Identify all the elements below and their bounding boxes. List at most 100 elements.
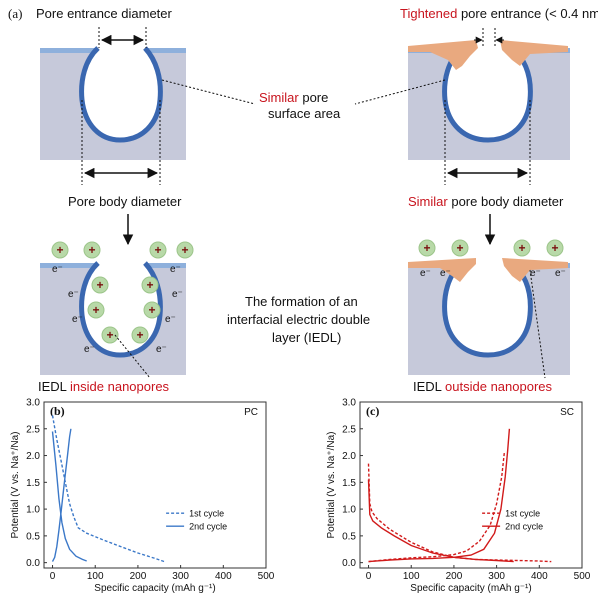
ions-outside: + + + + e⁻ e⁻ e⁻ e⁻: [418, 239, 566, 279]
sample-tag: PC: [244, 407, 258, 418]
x-tick-label: 500: [574, 571, 591, 582]
cation-icon: +: [141, 276, 159, 294]
cation-symbol: +: [96, 278, 103, 292]
similar-body-rest: pore body diameter: [448, 194, 564, 209]
cation-symbol: +: [456, 241, 463, 255]
pore-bottom-right: [408, 258, 570, 375]
cation-icon: +: [149, 241, 167, 259]
pore-entrance-title: Pore entrance diameter: [36, 6, 173, 21]
panel-label: (b): [50, 404, 65, 418]
tightened-title: Tightened pore entrance (< 0.4 nm): [400, 6, 598, 21]
cation-symbol: +: [551, 241, 558, 255]
plot-frame: [43, 401, 267, 569]
pore-top-left: [40, 27, 186, 185]
x-tick-label: 300: [172, 571, 189, 582]
connector-iedl-left: [114, 334, 151, 379]
similar-surface-rest: pore: [299, 90, 329, 105]
series-line: [51, 415, 165, 563]
series-line: [367, 463, 552, 563]
cation-icon: +: [131, 326, 149, 344]
cation-icon: +: [87, 301, 105, 319]
cation-icon: +: [176, 241, 194, 259]
series-line: [367, 479, 514, 563]
x-axis-label: Specific capacity (mAh g⁻¹): [410, 583, 531, 594]
similar-surface-line1: Similar pore: [259, 90, 328, 105]
pore-body-label-left: Pore body diameter: [68, 194, 182, 209]
series-line: [368, 452, 505, 563]
x-tick-label: 0: [50, 571, 56, 582]
ions-inside: + + + ++ ++ ++ +e⁻ e⁻e⁻ e⁻e⁻ e⁻e⁻ e⁻: [51, 241, 194, 355]
caption-left: IEDL inside nanopores: [38, 379, 170, 394]
tightened-highlight: Tightened: [400, 6, 457, 21]
panel-a-label: (a): [8, 6, 22, 21]
series-line: [368, 428, 511, 563]
electron-symbol: e⁻: [530, 268, 541, 279]
chart-b: 0 100 200 300 400 500 0.0 0.5 1.0 1.5 2.0 2.5 3.0 Spe…: [10, 398, 275, 595]
y-axis-label: Potential (V vs. Na⁺/Na): [10, 432, 21, 539]
y-tick-label: 3.0: [26, 398, 40, 409]
pore-body-label-right: Similar pore body diameter: [408, 194, 564, 209]
caption-right-prefix: IEDL: [413, 379, 445, 394]
panel-label: (c): [366, 404, 379, 418]
y-tick-label: 2.5: [342, 424, 356, 435]
y-tick-label: 2.0: [342, 451, 356, 462]
cation-symbol: +: [148, 303, 155, 317]
pore-top-right: [408, 28, 570, 185]
cation-symbol: +: [88, 243, 95, 257]
electron-symbol: e⁻: [84, 344, 95, 355]
series-line: [51, 428, 72, 562]
legend-label: 2nd cycle: [505, 522, 543, 532]
legend-label: 1st cycle: [505, 509, 540, 519]
electron-symbol: e⁻: [52, 264, 63, 275]
x-tick-label: 400: [215, 571, 232, 582]
caption-right: IEDL outside nanopores: [413, 379, 553, 394]
x-tick-label: 500: [258, 571, 275, 582]
cation-symbol: +: [136, 328, 143, 342]
y-tick-label: 1.5: [342, 478, 356, 489]
iedl-line3: layer (IEDL): [272, 330, 341, 345]
electron-symbol: e⁻: [170, 264, 181, 275]
cation-icon: +: [546, 239, 564, 257]
caption-left-prefix: IEDL: [38, 379, 70, 394]
electron-symbol: e⁻: [172, 289, 183, 300]
similar-body-highlight: Similar: [408, 194, 448, 209]
cation-symbol: +: [423, 241, 430, 255]
cation-icon: +: [91, 276, 109, 294]
electron-symbol: e⁻: [72, 314, 83, 325]
similar-surface-highlight: Similar: [259, 90, 299, 105]
electron-symbol: e⁻: [165, 314, 176, 325]
x-tick-label: 0: [366, 571, 372, 582]
cation-icon: +: [101, 326, 119, 344]
cation-icon: +: [418, 239, 436, 257]
legend-label: 1st cycle: [189, 509, 224, 519]
cation-symbol: +: [92, 303, 99, 317]
cation-icon: +: [143, 301, 161, 319]
legend-label: 2nd cycle: [189, 522, 227, 532]
cation-icon: +: [83, 241, 101, 259]
x-tick-label: 200: [130, 571, 147, 582]
sample-tag: SC: [560, 407, 574, 418]
tightened-rest: pore entrance (< 0.4 nm): [457, 6, 598, 21]
cation-icon: +: [451, 239, 469, 257]
similar-surface-line2: surface area: [268, 106, 341, 121]
y-axis-label: Potential (V vs. Na⁺/Na): [326, 432, 337, 539]
y-tick-label: 0.5: [26, 531, 40, 542]
y-tick-label: 2.5: [26, 424, 40, 435]
chart-c: 0 100 200 300 400 500 0.0 0.5 1.0 1.5 2.0 2.5 3.0 Spe…: [326, 398, 591, 595]
connector-right: [354, 79, 446, 105]
iedl-line1: The formation of an: [245, 294, 358, 309]
electron-symbol: e⁻: [420, 268, 431, 279]
cation-symbol: +: [518, 241, 525, 255]
x-axis-label: Specific capacity (mAh g⁻¹): [94, 583, 215, 594]
y-tick-label: 0.0: [26, 558, 40, 569]
x-tick-label: 200: [446, 571, 463, 582]
electron-symbol: e⁻: [156, 344, 167, 355]
cation-symbol: +: [154, 243, 161, 257]
x-tick-label: 400: [531, 571, 548, 582]
cation-symbol: +: [106, 328, 113, 342]
y-tick-label: 1.5: [26, 478, 40, 489]
y-tick-label: 0.5: [342, 531, 356, 542]
electron-symbol: e⁻: [440, 268, 451, 279]
series-line: [51, 431, 87, 562]
y-tick-label: 2.0: [26, 451, 40, 462]
